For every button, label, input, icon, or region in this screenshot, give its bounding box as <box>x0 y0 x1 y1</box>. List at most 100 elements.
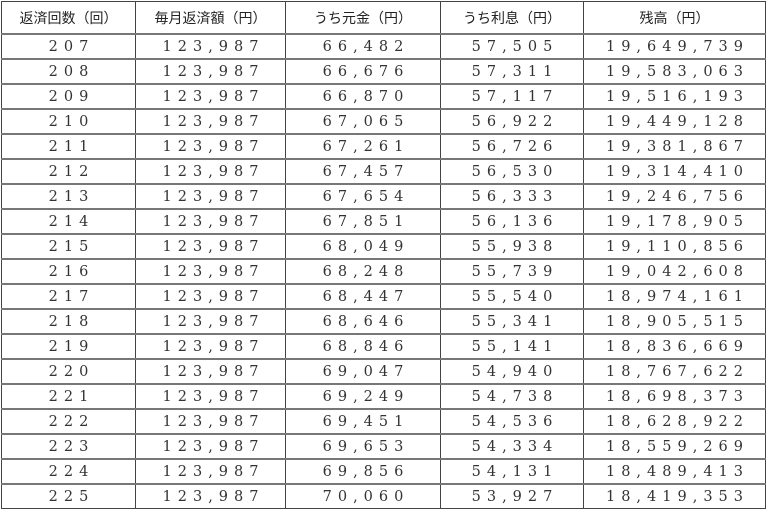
cell-text: 212 <box>48 163 95 180</box>
monthly-payment-cell: 123,987 <box>135 233 286 260</box>
cell-text: 55,141 <box>471 338 559 355</box>
monthly-payment-cell: 123,987 <box>135 258 286 285</box>
balance-cell: 19,516,193 <box>583 83 766 110</box>
header-interest: うち利息（円） <box>440 1 584 35</box>
cell-text: 215 <box>48 238 95 255</box>
payment-number-cell: 212 <box>1 158 136 185</box>
table-row: 213 123,987 67,654 56,333 19,246,756 <box>1 183 766 210</box>
payment-number-cell: 209 <box>1 83 136 110</box>
monthly-payment-cell: 123,987 <box>135 283 286 310</box>
cell-text: 54,738 <box>471 388 559 405</box>
cell-text: 209 <box>48 88 95 105</box>
cell-text: 67,457 <box>322 163 410 180</box>
balance-cell: 19,583,063 <box>583 58 766 85</box>
table-row: 217 123,987 68,447 55,540 18,974,161 <box>1 283 766 310</box>
cell-text: 57,505 <box>471 38 559 55</box>
header-monthly-payment: 毎月返済額（円） <box>135 1 286 35</box>
cell-text: 54,536 <box>471 413 559 430</box>
balance-cell: 19,314,410 <box>583 158 766 185</box>
principal-cell: 68,049 <box>285 233 441 260</box>
payment-number-cell: 216 <box>1 258 136 285</box>
cell-text: 210 <box>48 113 95 130</box>
table-row: 215 123,987 68,049 55,938 19,110,856 <box>1 233 766 260</box>
payment-number-cell: 211 <box>1 133 136 160</box>
cell-text: 18,628,922 <box>605 413 750 430</box>
cell-text: 19,449,128 <box>605 113 750 130</box>
cell-text: 123,987 <box>162 388 265 405</box>
cell-text: 211 <box>48 138 95 155</box>
interest-cell: 55,739 <box>440 258 584 285</box>
balance-cell: 18,905,515 <box>583 308 766 335</box>
payment-number-cell: 225 <box>1 483 136 509</box>
principal-cell: 66,870 <box>285 83 441 110</box>
payment-number-cell: 219 <box>1 333 136 360</box>
cell-text: 69,249 <box>322 388 410 405</box>
monthly-payment-cell: 123,987 <box>135 33 286 60</box>
cell-text: 68,049 <box>322 238 410 255</box>
payment-number-cell: 221 <box>1 383 136 410</box>
cell-text: 68,846 <box>322 338 410 355</box>
principal-cell: 69,249 <box>285 383 441 410</box>
monthly-payment-cell: 123,987 <box>135 458 286 485</box>
payment-number-cell: 207 <box>1 33 136 60</box>
balance-cell: 19,381,867 <box>583 133 766 160</box>
interest-cell: 57,117 <box>440 83 584 110</box>
payment-number-cell: 224 <box>1 458 136 485</box>
table-row: 212 123,987 67,457 56,530 19,314,410 <box>1 158 766 185</box>
balance-cell: 18,559,269 <box>583 433 766 460</box>
payment-number-cell: 213 <box>1 183 136 210</box>
principal-cell: 70,060 <box>285 483 441 509</box>
table-row: 220 123,987 69,047 54,940 18,767,622 <box>1 358 766 385</box>
balance-cell: 18,974,161 <box>583 283 766 310</box>
interest-cell: 55,540 <box>440 283 584 310</box>
cell-text: 123,987 <box>162 88 265 105</box>
cell-text: 123,987 <box>162 488 265 505</box>
principal-cell: 67,065 <box>285 108 441 135</box>
cell-text: 123,987 <box>162 338 265 355</box>
interest-cell: 54,940 <box>440 358 584 385</box>
cell-text: 19,381,867 <box>605 138 750 155</box>
payment-number-cell: 218 <box>1 308 136 335</box>
cell-text: 220 <box>48 363 95 380</box>
cell-text: 66,482 <box>322 38 410 55</box>
cell-text: 123,987 <box>162 263 265 280</box>
cell-text: 123,987 <box>162 413 265 430</box>
payment-number-cell: 210 <box>1 108 136 135</box>
monthly-payment-cell: 123,987 <box>135 58 286 85</box>
cell-text: 57,117 <box>471 88 559 105</box>
cell-text: 66,870 <box>322 88 410 105</box>
payment-number-cell: 222 <box>1 408 136 435</box>
interest-cell: 55,141 <box>440 333 584 360</box>
cell-text: 54,334 <box>471 438 559 455</box>
cell-text: 18,767,622 <box>605 363 750 380</box>
cell-text: 217 <box>48 288 95 305</box>
cell-text: 56,136 <box>471 213 559 230</box>
monthly-payment-cell: 123,987 <box>135 433 286 460</box>
monthly-payment-cell: 123,987 <box>135 308 286 335</box>
cell-text: 19,110,856 <box>605 238 750 255</box>
cell-text: 69,653 <box>322 438 410 455</box>
cell-text: 221 <box>48 388 95 405</box>
monthly-payment-cell: 123,987 <box>135 383 286 410</box>
table-row: 210 123,987 67,065 56,922 19,449,128 <box>1 108 766 135</box>
cell-text: 214 <box>48 213 95 230</box>
cell-text: 123,987 <box>162 138 265 155</box>
principal-cell: 69,856 <box>285 458 441 485</box>
principal-cell: 67,457 <box>285 158 441 185</box>
cell-text: 67,851 <box>322 213 410 230</box>
table-row: 225 123,987 70,060 53,927 18,419,353 <box>1 483 766 509</box>
cell-text: 18,489,413 <box>605 463 750 480</box>
principal-cell: 69,047 <box>285 358 441 385</box>
cell-text: 18,905,515 <box>605 313 750 330</box>
interest-cell: 54,131 <box>440 458 584 485</box>
cell-text: 18,836,669 <box>605 338 750 355</box>
principal-cell: 68,646 <box>285 308 441 335</box>
table-row: 223 123,987 69,653 54,334 18,559,269 <box>1 433 766 460</box>
interest-cell: 54,738 <box>440 383 584 410</box>
cell-text: 67,065 <box>322 113 410 130</box>
cell-text: 18,559,269 <box>605 438 750 455</box>
cell-text: 19,246,756 <box>605 188 750 205</box>
cell-text: 68,248 <box>322 263 410 280</box>
principal-cell: 68,447 <box>285 283 441 310</box>
